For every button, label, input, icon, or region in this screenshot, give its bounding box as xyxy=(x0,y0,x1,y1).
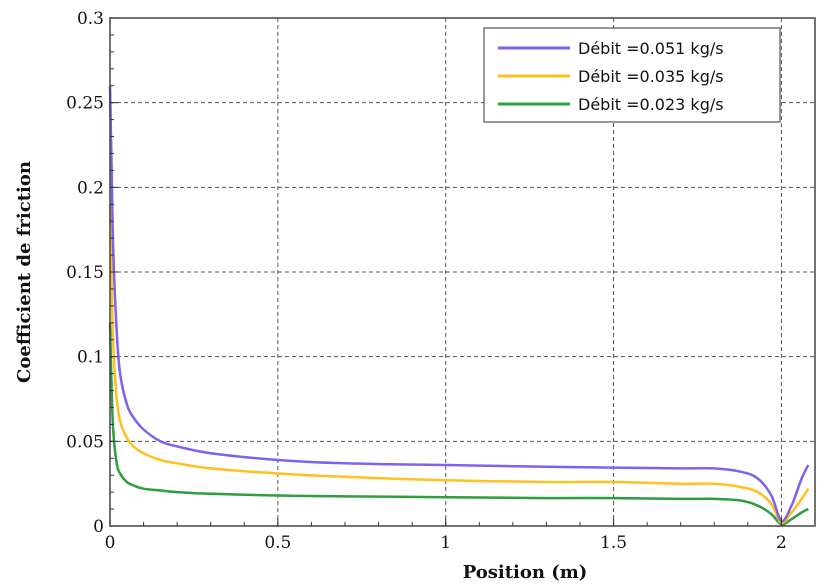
legend-label-2: Débit =0.023 kg/s xyxy=(578,95,724,114)
y-tick-label: 0.3 xyxy=(77,9,104,29)
y-tick-label: 0.15 xyxy=(66,263,104,283)
tick-labels: 0 0.5 1 1.5 2 0 0.05 0.1 0.15 0.2 0.25 0.3 xyxy=(66,9,787,553)
y-tick-label: 0.25 xyxy=(66,94,104,114)
y-axis-title: Coefficient de friction xyxy=(14,161,35,383)
legend: Débit =0.051 kg/s Débit =0.035 kg/s Débi… xyxy=(483,27,781,123)
y-tick-label: 0.05 xyxy=(66,432,104,452)
x-tick-label: 1.5 xyxy=(600,533,627,553)
x-axis-title: Position (m) xyxy=(463,562,588,583)
series-line-2 xyxy=(108,322,809,526)
y-tick-label: 0.1 xyxy=(77,348,104,368)
x-tick-label: 0 xyxy=(105,533,116,553)
legend-label-0: Débit =0.051 kg/s xyxy=(578,39,724,58)
axis-ticks xyxy=(109,17,782,527)
x-tick-label: 1 xyxy=(440,533,451,553)
x-tick-label: 2 xyxy=(776,533,787,553)
y-tick-label: 0.2 xyxy=(77,178,104,198)
series-line-0 xyxy=(108,85,810,523)
series-layer xyxy=(108,85,810,526)
x-tick-label: 0.5 xyxy=(264,533,291,553)
legend-label-1: Débit =0.035 kg/s xyxy=(578,67,724,86)
series-line-1 xyxy=(108,204,810,524)
y-tick-label: 0 xyxy=(93,517,104,537)
